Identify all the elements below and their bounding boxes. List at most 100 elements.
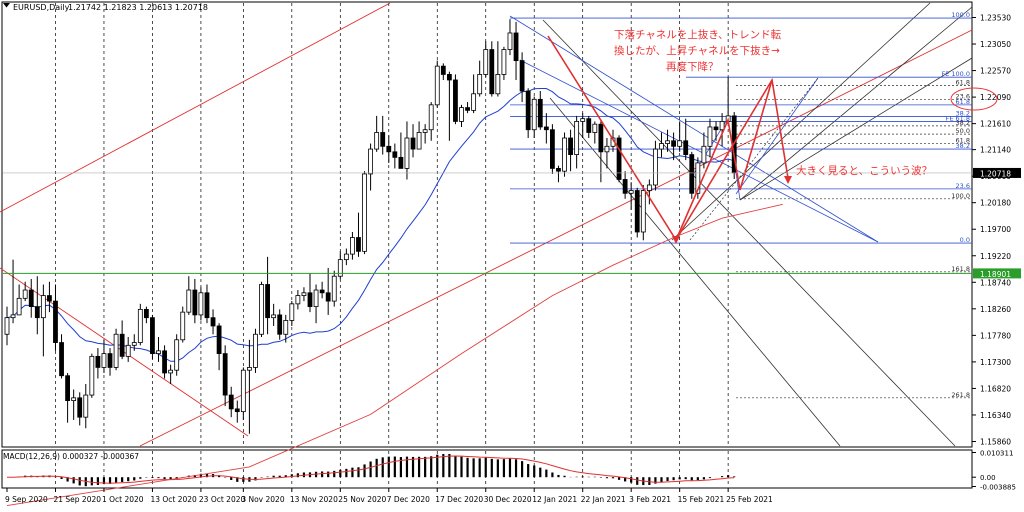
black-rising-channel-mid: [739, 57, 973, 201]
candle-body-down: [568, 137, 573, 155]
candle-body-down: [616, 137, 622, 180]
price-tick-label: 1.17300: [980, 358, 1011, 367]
candle: [634, 187, 640, 238]
candle: [368, 143, 374, 191]
candle-body-down: [683, 140, 689, 155]
candle-body-up: [507, 32, 513, 50]
candle: [28, 278, 34, 318]
time-tick-label: 9 Sep 2020: [5, 495, 48, 504]
candle: [22, 281, 28, 302]
fib-label: 0.0: [960, 236, 970, 244]
price-tick-label: 1.19700: [980, 225, 1011, 234]
candle-body-up: [71, 397, 77, 401]
price-axis: 1.23530 1.23050 1.22570 1.22090 1.21610 1.211…: [3, 14, 1021, 447]
candle-body-down: [453, 79, 458, 122]
candle-body-up: [701, 145, 707, 164]
candle: [253, 328, 258, 373]
candle-body-up: [240, 369, 246, 413]
candle: [113, 328, 119, 371]
candle-body-down: [34, 306, 40, 319]
candle: [434, 60, 440, 108]
candle-body-down: [543, 126, 549, 131]
candle-body-up: [350, 237, 355, 255]
annotation-channel-line-3: 再度下降？: [666, 60, 719, 73]
candle: [501, 46, 507, 80]
candle-body-down: [228, 394, 234, 410]
candle: [622, 171, 628, 199]
candle-body-down: [234, 408, 240, 413]
candle-body-down: [210, 317, 216, 327]
candle-body-down: [307, 292, 313, 308]
candle: [604, 138, 610, 169]
fib-label: 261.8: [951, 391, 970, 399]
candle-body-up: [422, 129, 428, 133]
black-rising-channel-lower: [739, 6, 973, 201]
candle-body-up: [459, 107, 464, 122]
candle: [707, 118, 713, 158]
candle: [337, 251, 343, 279]
candle: [228, 386, 234, 418]
highlight-circle: [950, 87, 998, 111]
macd-label: MACD(12,26,9) 0.000327 -0.000367: [3, 452, 139, 461]
time-tick-label: 25 Nov 2020: [338, 495, 386, 504]
candle: [628, 182, 634, 210]
candle-body-down: [192, 289, 198, 316]
candle: [386, 135, 392, 163]
candle: [95, 348, 101, 379]
candle: [659, 132, 664, 158]
candle-body-down: [150, 317, 155, 355]
candle: [446, 71, 452, 141]
candle-body-down: [143, 308, 149, 319]
candle: [77, 392, 83, 426]
candle-body-up: [4, 317, 10, 335]
time-tick-label: 25 Feb 2021: [726, 495, 773, 504]
candle: [107, 348, 113, 376]
fib-label: 38.2: [956, 109, 970, 117]
candle: [616, 135, 622, 183]
candle-body-up: [343, 253, 349, 261]
candle-body-up: [131, 342, 137, 346]
candle-body-up: [259, 284, 264, 335]
candle-body-up: [125, 344, 131, 357]
candle: [222, 345, 228, 407]
candle-body-up: [16, 297, 22, 316]
candle-body-up: [665, 140, 670, 144]
candle: [325, 267, 331, 315]
candle-body-down: [162, 350, 167, 374]
candle-body-down: [634, 190, 640, 233]
candle: [453, 74, 458, 125]
candle-body-up: [580, 118, 586, 122]
candle: [289, 301, 295, 326]
time-tick-label: 30 Dec 2020: [484, 495, 532, 504]
candle: [295, 290, 301, 310]
candle-body-down: [556, 168, 561, 172]
candle-body-down: [713, 126, 719, 131]
candle-body-up: [246, 367, 252, 371]
candle-body-up: [295, 295, 301, 305]
price-tick-label: 1.22090: [980, 93, 1011, 102]
time-tick-label: 13 Nov 2020: [290, 495, 338, 504]
candle-body-down: [59, 342, 64, 377]
candle: [507, 19, 513, 56]
level-price-label: 1.18901: [980, 270, 1011, 279]
collapse-triangle-icon[interactable]: [3, 3, 10, 8]
candle: [198, 287, 204, 321]
candle: [59, 334, 64, 379]
candle-body-up: [404, 137, 410, 169]
candle: [204, 284, 210, 324]
price-tick-label: 1.16340: [980, 411, 1011, 420]
price-tick-label: 1.20180: [980, 199, 1011, 208]
candle-body-down: [265, 284, 270, 319]
candle-body-up: [653, 148, 658, 186]
macd-panel: 0.010311 0.00 -0.003885: [7, 450, 1016, 492]
fib-label: FE 100.0: [941, 70, 970, 78]
fib-label: 61.8: [956, 98, 970, 106]
chart-header: EURUSD,Daily 1.21742 1.21823 1.20613 1.2…: [3, 3, 208, 12]
candle: [537, 91, 543, 130]
time-tick-label: 3 Nov 2020: [241, 495, 284, 504]
candle: [471, 74, 477, 114]
wave-path: [547, 35, 789, 242]
